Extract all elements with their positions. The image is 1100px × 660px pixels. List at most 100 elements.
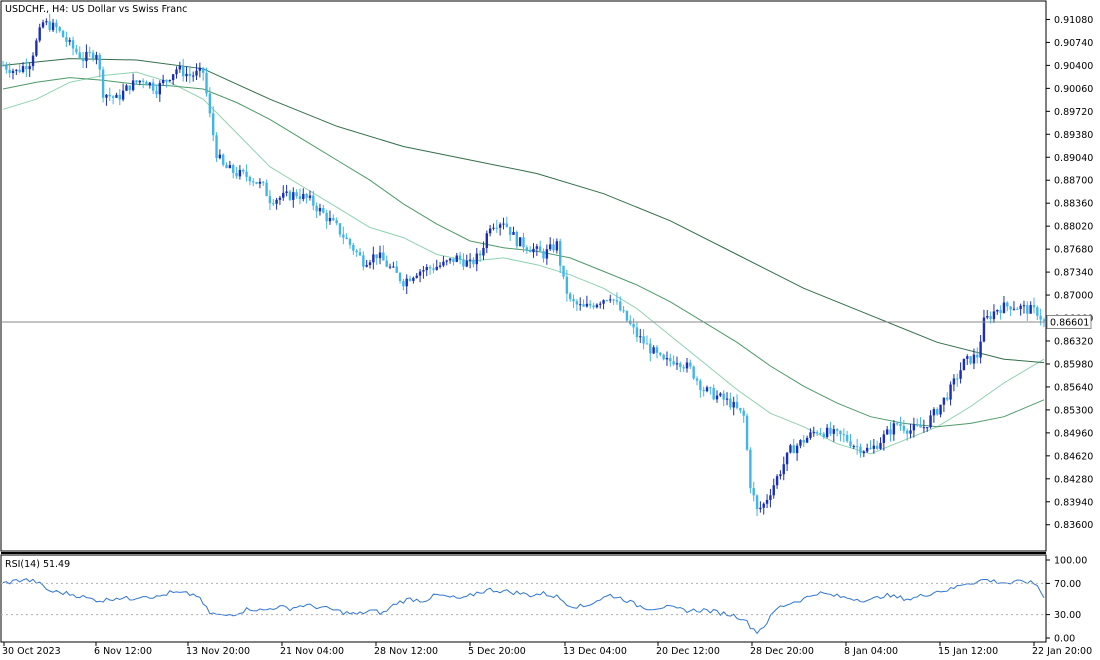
candle-body (368, 262, 372, 265)
candle-body (58, 27, 61, 31)
candle-body (248, 176, 252, 182)
candle-body (171, 74, 175, 81)
candle-body (949, 384, 952, 400)
candle-body (745, 415, 749, 450)
candle-body (575, 301, 579, 305)
candle-body (689, 362, 692, 367)
candle-body (959, 370, 962, 379)
candle-body (675, 363, 679, 365)
candle-body (765, 499, 769, 504)
candle-body (885, 429, 889, 435)
time-tick-label: 15 Jan 12:00 (938, 646, 998, 657)
candle-body (902, 425, 906, 431)
rsi-title: RSI(14) 51.49 (5, 559, 70, 570)
candle-body (278, 197, 282, 200)
candle-body (769, 495, 772, 500)
candle-body (592, 305, 595, 308)
candle-body (1016, 308, 1019, 310)
candle-body (595, 304, 599, 308)
candle-body (85, 51, 88, 62)
candle-body (222, 154, 225, 165)
candle-body (288, 191, 292, 200)
candle-body (405, 278, 408, 287)
candle-body (518, 237, 522, 247)
candle-body (191, 75, 195, 77)
candle-body (865, 447, 869, 452)
candle-body (101, 69, 105, 98)
candle-body (962, 358, 966, 371)
candle-body (388, 266, 392, 268)
candle-body (482, 247, 485, 256)
candle-body (645, 343, 649, 345)
candle-body (548, 244, 552, 250)
candle-body (355, 250, 358, 253)
current-price-label: 0.86601 (1050, 318, 1089, 329)
candle-body (906, 430, 909, 434)
rsi-series (2, 578, 1045, 635)
candle-body (95, 54, 98, 59)
candle-body (181, 66, 185, 77)
candle-body (268, 196, 272, 204)
candle-body (105, 94, 108, 98)
price-tick-label: 0.85640 (1054, 382, 1093, 393)
candle-body (662, 354, 665, 360)
candle-body (719, 393, 722, 396)
candle-body (759, 507, 762, 510)
candle-body (999, 310, 1002, 314)
candle-body (245, 171, 248, 177)
candle-body (612, 299, 615, 301)
candle-body (815, 432, 819, 434)
candle-body (302, 193, 305, 200)
candle-body (425, 267, 428, 271)
candle-body (151, 82, 155, 91)
time-tick-label: 28 Dec 20:00 (750, 646, 814, 657)
candle-body (1036, 307, 1039, 316)
candle-body (115, 94, 118, 98)
candle-body (535, 246, 539, 249)
candle-body (178, 66, 182, 70)
candle-body (879, 442, 882, 449)
candle-body (842, 434, 846, 436)
price-tick-label: 0.84620 (1054, 451, 1093, 462)
candle-body (972, 354, 976, 364)
candle-body (805, 437, 809, 443)
candle-body (78, 52, 81, 59)
candle-body (882, 434, 886, 443)
price-tick-label: 0.87340 (1054, 268, 1093, 279)
candle-body (348, 238, 352, 245)
price-tick-label: 0.90400 (1054, 61, 1093, 72)
price-tick-label: 0.88360 (1054, 199, 1093, 210)
candle-body (91, 52, 95, 59)
candle-body (445, 260, 448, 262)
candle-body (802, 440, 805, 443)
candle-body (505, 223, 509, 227)
price-tick-label: 0.83940 (1054, 497, 1093, 508)
candle-body (555, 241, 559, 251)
candle-body (702, 389, 705, 392)
candle-body (615, 300, 619, 302)
candle-body (108, 94, 111, 97)
candle-body (565, 276, 569, 294)
price-tick-label: 0.86320 (1054, 336, 1093, 347)
candle-body (68, 40, 71, 42)
candle-body (352, 244, 355, 251)
candle-body (295, 192, 298, 197)
candle-body (45, 21, 48, 23)
candle-body (415, 275, 418, 278)
candle-body (332, 218, 335, 221)
candle-body (232, 165, 235, 173)
candle-body (218, 154, 222, 159)
price-tick-label: 0.90740 (1054, 38, 1093, 49)
candle-body (235, 172, 238, 177)
candle-body (458, 255, 462, 260)
candle-body (909, 430, 912, 434)
candle-body (1039, 315, 1042, 320)
candle-body (462, 259, 465, 267)
candle-body (739, 407, 742, 411)
candlesticks (1, 13, 1046, 517)
candle-body (418, 271, 422, 276)
candle-body (932, 409, 936, 416)
candle-body (712, 387, 715, 400)
candle-body (315, 205, 318, 212)
